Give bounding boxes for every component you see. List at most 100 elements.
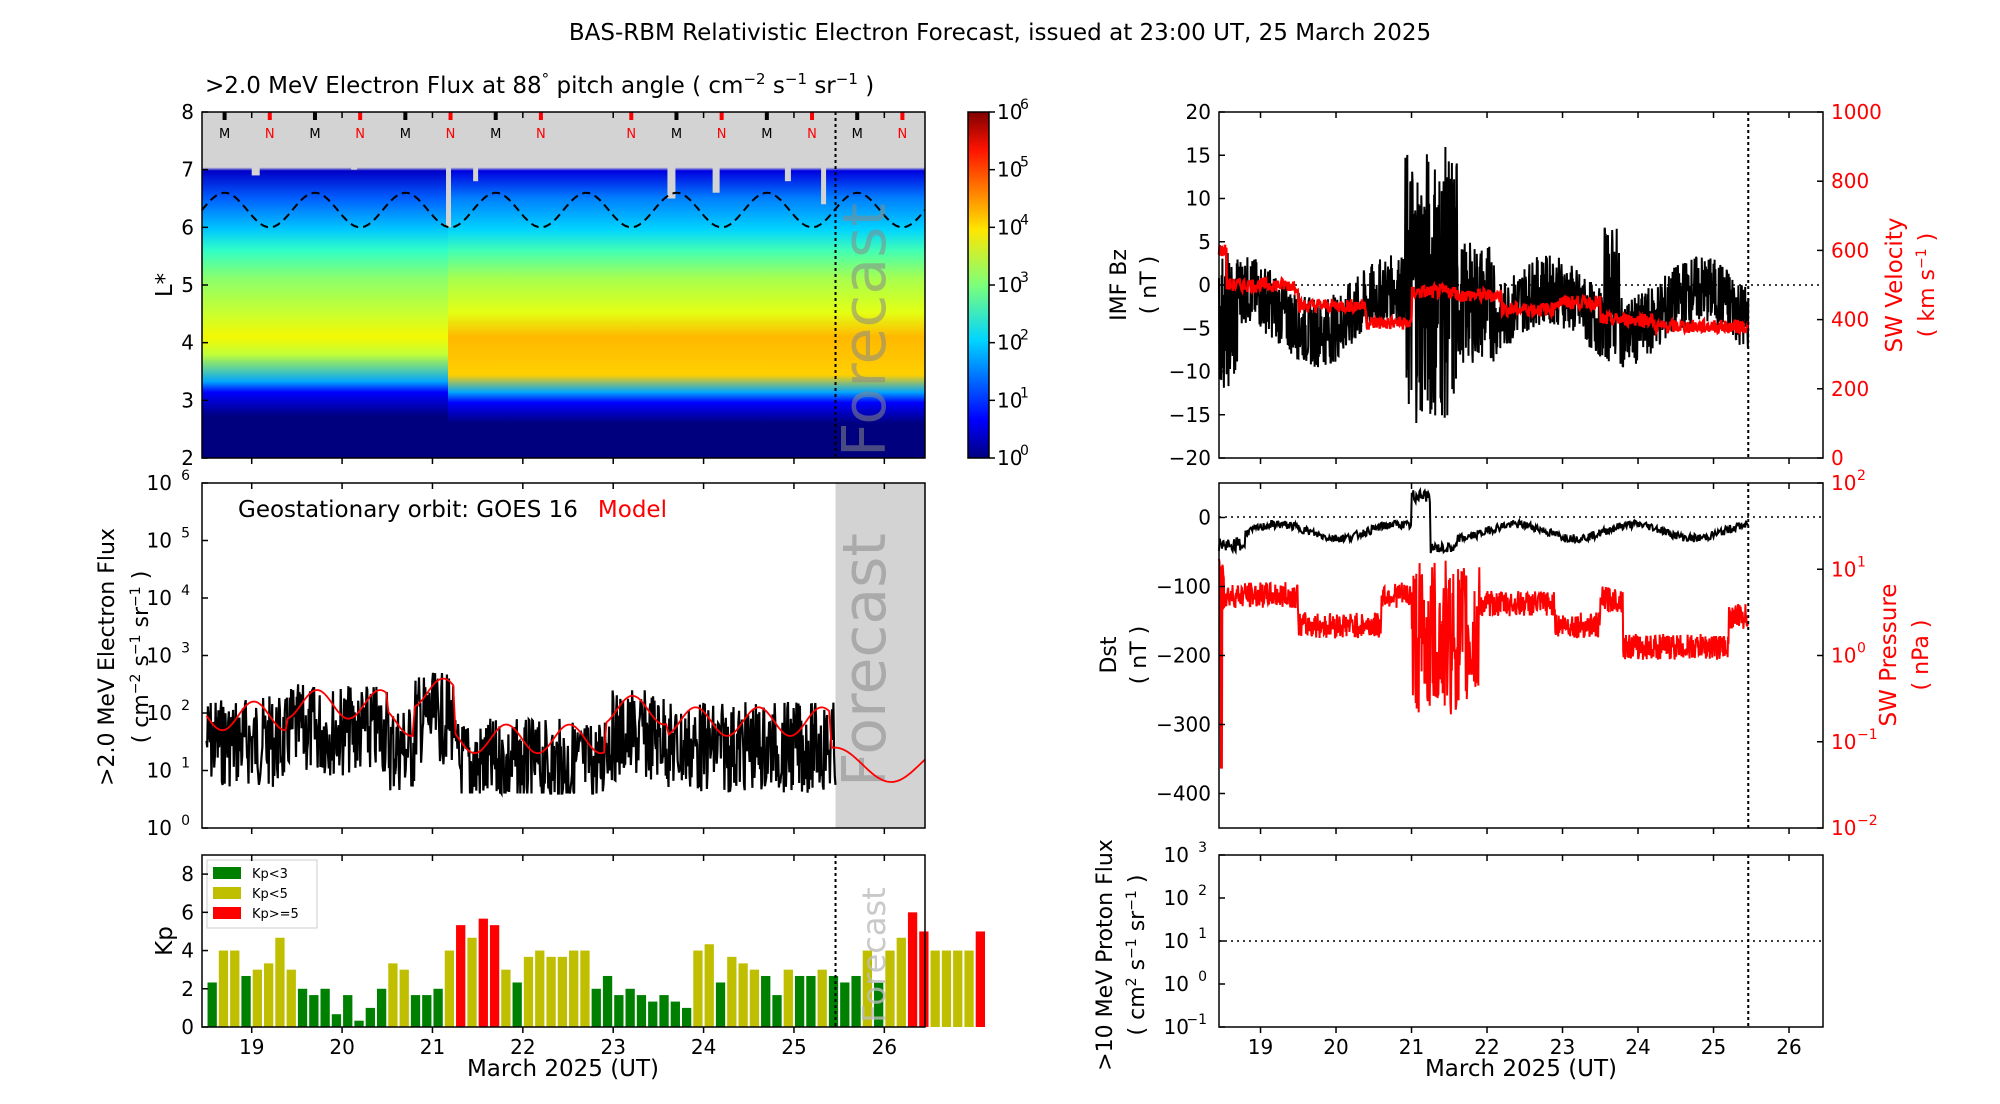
imf-ylabel-line2: ( nT ) xyxy=(1137,256,1162,315)
lstar-forecast-label: Forecast xyxy=(830,203,900,457)
y-tick-label: 10 xyxy=(147,701,172,725)
kp-bar xyxy=(727,956,737,1027)
orbit-marker-label: N xyxy=(355,127,365,142)
y-tick-label: 10 xyxy=(1164,886,1189,910)
orbit-marker-label: N xyxy=(717,127,727,142)
colorbar-tick-exponent: 5 xyxy=(1020,155,1029,171)
y-tick-label: 1000 xyxy=(1831,100,1882,124)
geo-model-series xyxy=(205,677,926,783)
kp-legend-swatch xyxy=(213,887,241,899)
y-tick-label: 10 xyxy=(1164,1015,1189,1039)
sw-velocity-series xyxy=(1217,244,1750,338)
kp-bar xyxy=(456,925,466,1027)
kp-bar xyxy=(478,918,488,1027)
y-tick-label: 4 xyxy=(181,331,194,355)
kp-bar xyxy=(625,988,635,1027)
orbit-marker-label: N xyxy=(536,127,546,142)
y-tick-label: 10 xyxy=(1164,972,1189,996)
y-tick-exponent: 1 xyxy=(1857,554,1866,570)
imf-y-axis: −20 −15 −10 −5 0 5 10 15 20 xyxy=(1169,100,1225,470)
y-tick-label: 8 xyxy=(181,862,194,886)
y-tick-label: 2 xyxy=(181,446,194,470)
y-tick-label: 10 xyxy=(1186,187,1211,211)
y-tick-exponent: −2 xyxy=(1857,813,1878,829)
kp-bar xyxy=(207,982,217,1027)
y-tick-exponent: 5 xyxy=(181,526,190,542)
sw-velocity-ylabel-line2: ( km s−1 ) xyxy=(1914,233,1940,337)
kp-legend: Kp<3 Kp<5 Kp>=5 xyxy=(206,859,318,929)
y-tick-label: 10 xyxy=(1164,929,1189,953)
lstar-data-gap xyxy=(473,112,479,182)
lstar-x-axis xyxy=(250,112,886,464)
y-tick-label: −400 xyxy=(1156,782,1211,806)
lstar-overlay xyxy=(251,112,827,228)
kp-bar xyxy=(275,937,285,1027)
kp-bar xyxy=(941,950,952,1027)
y-tick-label: 10 xyxy=(147,471,172,495)
y-tick-label: 200 xyxy=(1831,377,1869,401)
kp-bar xyxy=(489,925,500,1027)
kp-bar xyxy=(343,995,353,1027)
kp-bar xyxy=(681,1007,692,1027)
kp-bar xyxy=(365,1007,375,1027)
orbit-marker-label: M xyxy=(309,127,320,142)
kp-bar xyxy=(331,1014,342,1027)
y-tick-exponent: 6 xyxy=(181,468,190,484)
kp-bar xyxy=(738,963,748,1027)
kp-bar xyxy=(761,975,771,1027)
kp-bar xyxy=(602,975,613,1027)
orbit-marker-label: M xyxy=(671,127,682,142)
sw-pressure-ylabel-line2: ( nPa ) xyxy=(1909,620,1934,691)
x-tick-label: 25 xyxy=(781,1035,806,1059)
kp-bar xyxy=(467,937,477,1027)
lstar-data-gap xyxy=(667,112,676,199)
y-tick-label: 8 xyxy=(181,100,194,124)
y-tick-label: 4 xyxy=(181,939,194,963)
y-tick-label: 10 xyxy=(147,759,172,783)
kp-bar xyxy=(794,975,805,1027)
y-tick-label: 10 xyxy=(1831,471,1856,495)
imf-bz-series xyxy=(1218,146,1750,424)
kp-bar xyxy=(749,969,760,1027)
geo-ylabel-line2: ( cm−2 s−1 sr−1 ) xyxy=(128,571,154,744)
kp-bar xyxy=(422,995,432,1027)
x-tick-label: 20 xyxy=(1323,1035,1348,1059)
kp-bar xyxy=(523,956,534,1027)
kp-bar xyxy=(840,982,850,1027)
lstar-data-gap xyxy=(712,112,720,193)
sw-pressure-series xyxy=(1218,558,1749,769)
geo-ylabel-line1: >2.0 MeV Electron Flux xyxy=(95,528,120,786)
x-tick-label: 26 xyxy=(872,1035,897,1059)
kp-bar xyxy=(230,950,240,1027)
y-tick-label: −200 xyxy=(1156,644,1211,668)
imf-ylabel-line1: IMF Bz xyxy=(1107,249,1132,321)
imf-x-axis xyxy=(1259,112,1790,464)
dst-ylabel-line1: Dst xyxy=(1097,636,1122,673)
colorbar-tick-label: 10 xyxy=(997,388,1022,412)
y-tick-label: 10 xyxy=(147,529,172,553)
y-tick-label: 0 xyxy=(1198,506,1211,530)
x-tick-label: 19 xyxy=(1248,1035,1273,1059)
colorbar-tick-exponent: 1 xyxy=(1020,385,1029,401)
lstar-heatmap-after-storm xyxy=(448,112,925,458)
y-tick-label: 20 xyxy=(1186,100,1211,124)
y-tick-exponent: −1 xyxy=(1857,727,1878,743)
y-tick-label: −300 xyxy=(1156,713,1211,737)
lstar-data-gap xyxy=(513,112,520,159)
kp-bar xyxy=(354,1020,364,1027)
x-tick-label: 19 xyxy=(239,1035,264,1059)
lstar-title: >2.0 MeV Electron Flux at 88° pitch angl… xyxy=(205,70,874,99)
x-tick-label: 26 xyxy=(1776,1035,1801,1059)
x-tick-label: 24 xyxy=(1625,1035,1650,1059)
kp-bar xyxy=(874,982,884,1027)
orbit-marker-label: M xyxy=(400,127,411,142)
kp-bar xyxy=(286,969,296,1027)
sw-velocity-ylabel-line1: SW Velocity xyxy=(1882,218,1908,353)
kp-bar xyxy=(636,995,647,1027)
colorbar-tick-label: 10 xyxy=(997,446,1022,470)
kp-bar xyxy=(218,950,229,1027)
y-tick-exponent: 3 xyxy=(1198,840,1207,856)
orbit-marker-label: M xyxy=(761,127,772,142)
